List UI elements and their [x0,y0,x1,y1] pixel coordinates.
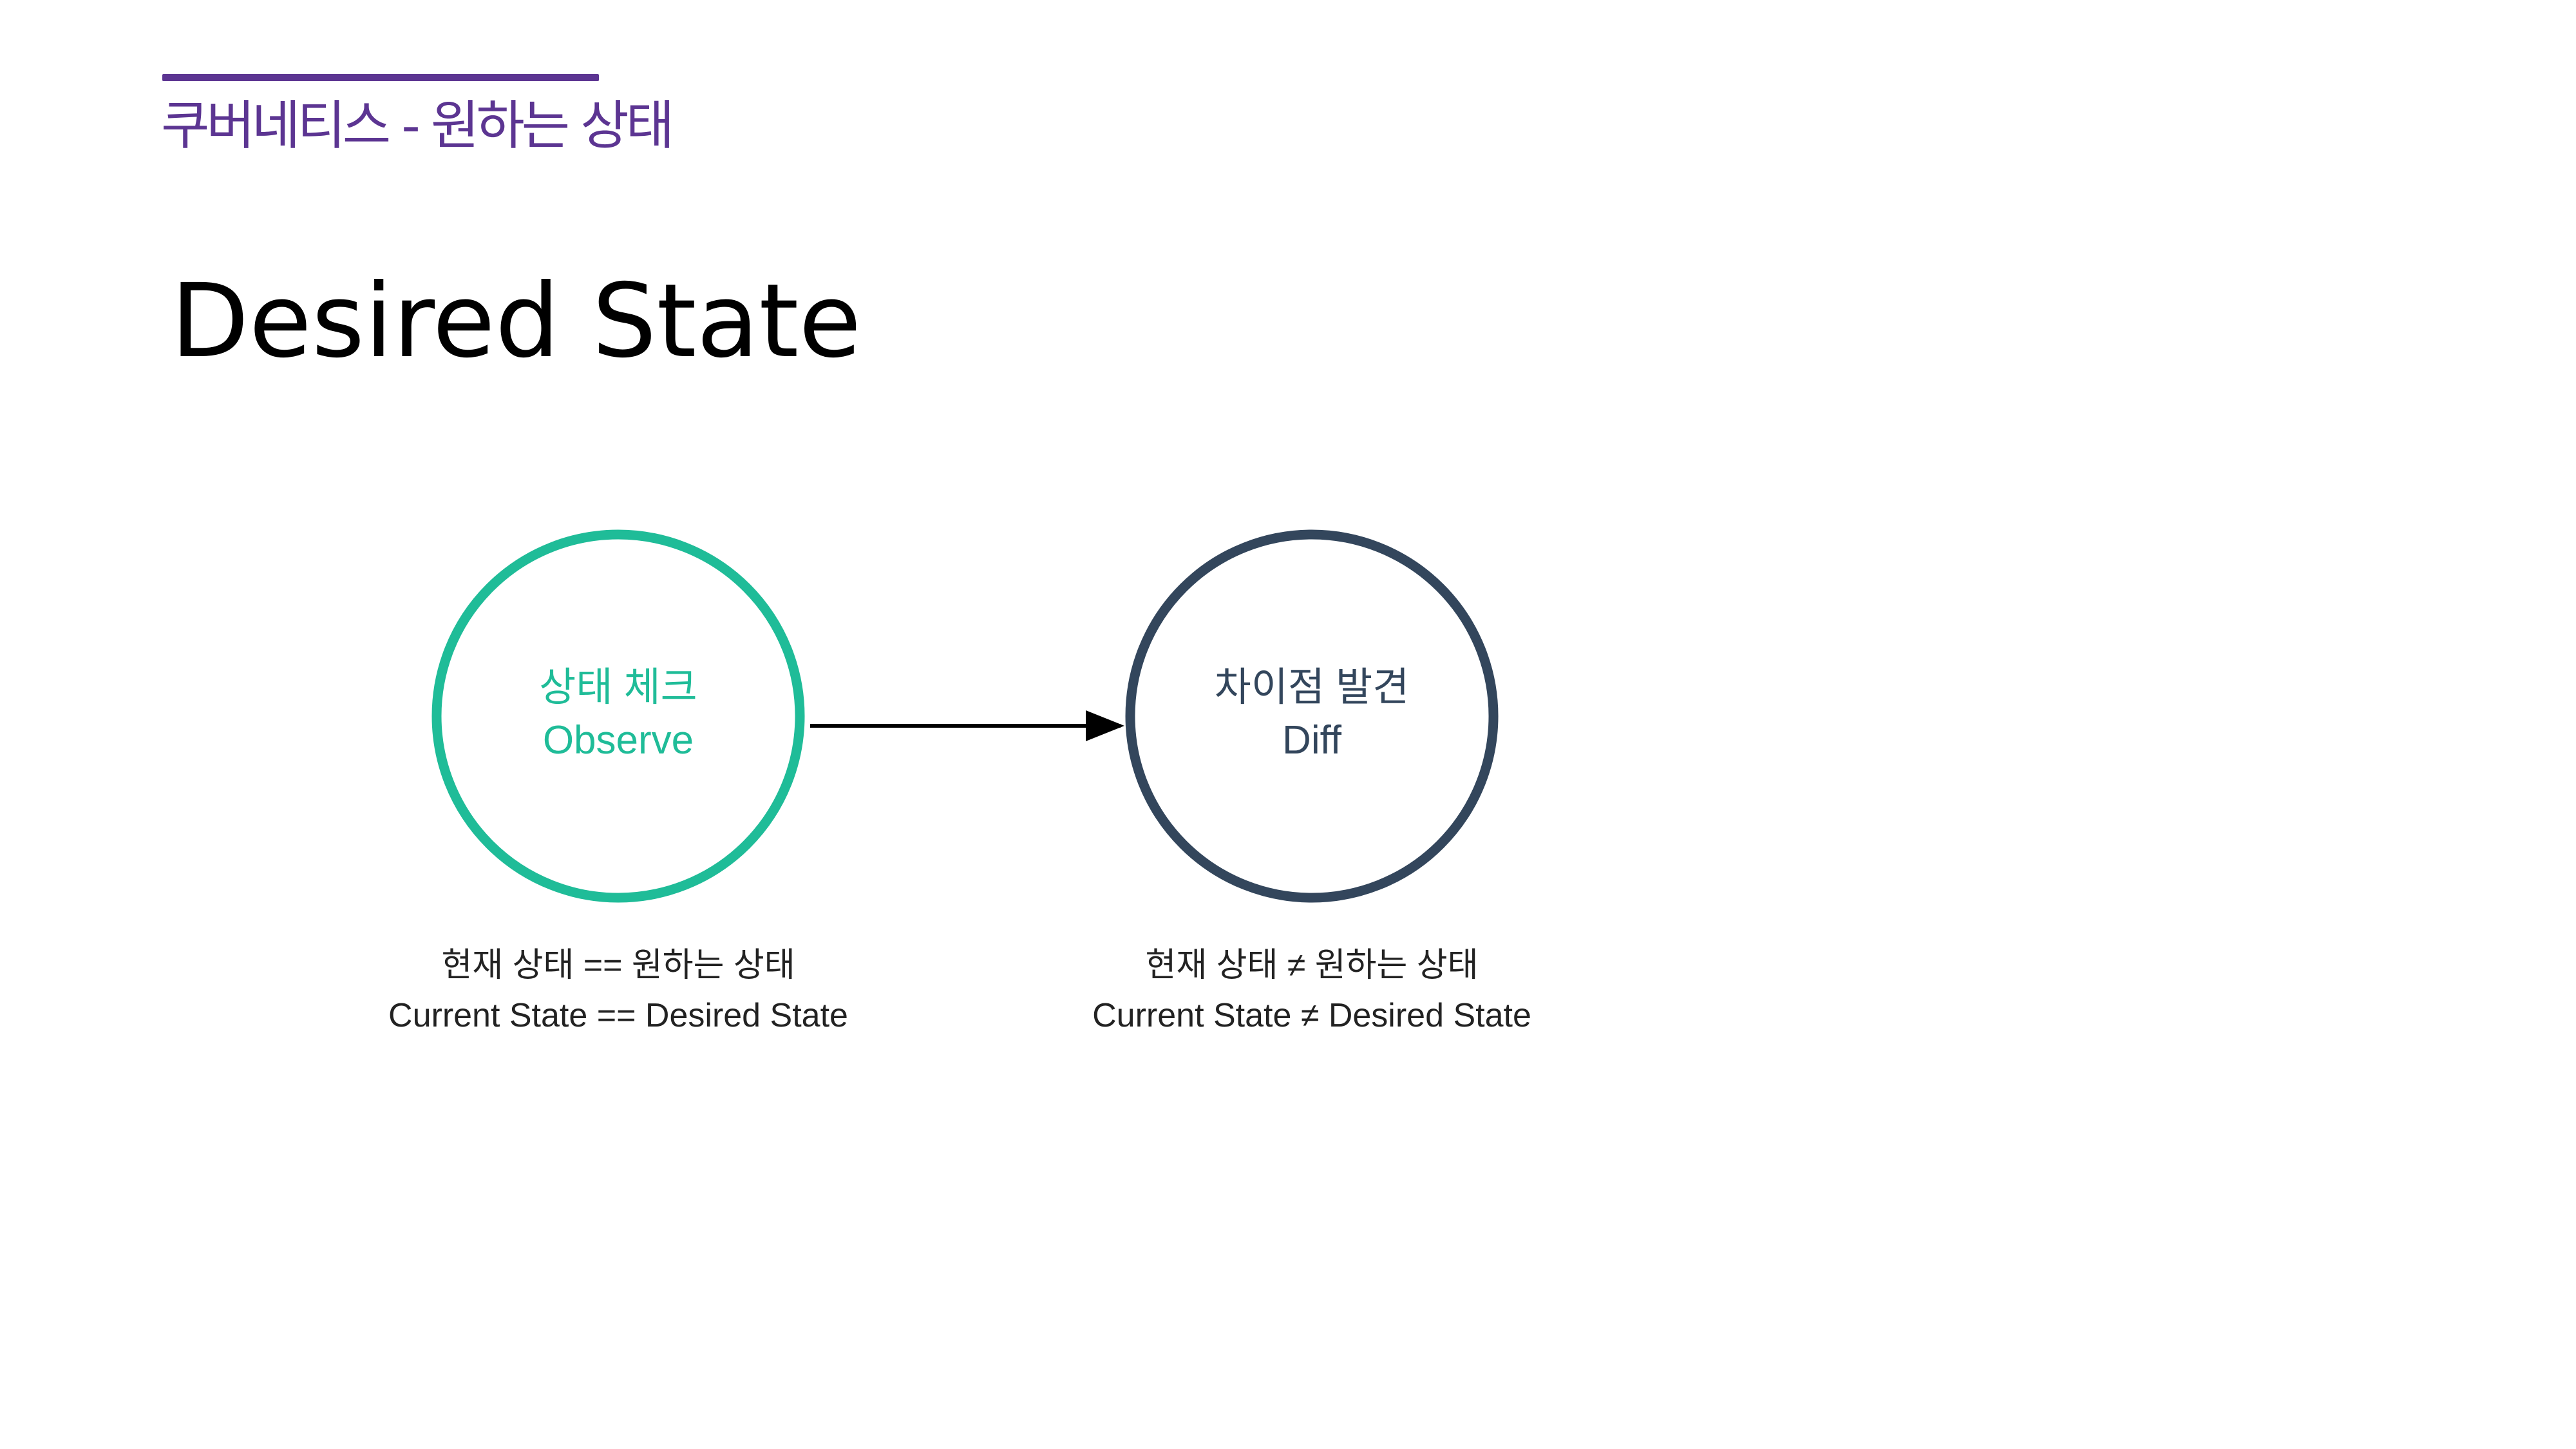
diff-caption-ko: 현재 상태 ≠ 원하는 상태 [1145,947,1479,984]
node-diff: 차이점 발견 Diff [1125,529,1499,903]
node-observe: 상태 체크 Observe [431,529,805,903]
diff-caption-en: Current State ≠ Desired State [1092,997,1531,1034]
observe-label-en: Observe [543,718,694,762]
accent-bar [162,74,599,81]
observe-circle [431,529,805,903]
observe-label-ko: 상태 체크 [539,665,697,710]
observe-caption-ko: 현재 상태 == 원하는 상태 [441,947,795,984]
observe-caption: 현재 상태 == 원하는 상태 Current State == Desired… [328,940,908,1041]
page-title: Desired State [171,262,862,381]
diff-label-ko: 차이점 발견 [1215,665,1409,710]
diff-caption: 현재 상태 ≠ 원하는 상태 Current State ≠ Desired S… [1022,940,1602,1041]
diff-circle [1125,529,1499,903]
observe-caption-en: Current State == Desired State [388,997,848,1034]
diff-label-en: Diff [1282,718,1342,762]
section-title: 쿠버네티스 - 원하는 상태 [161,95,674,156]
